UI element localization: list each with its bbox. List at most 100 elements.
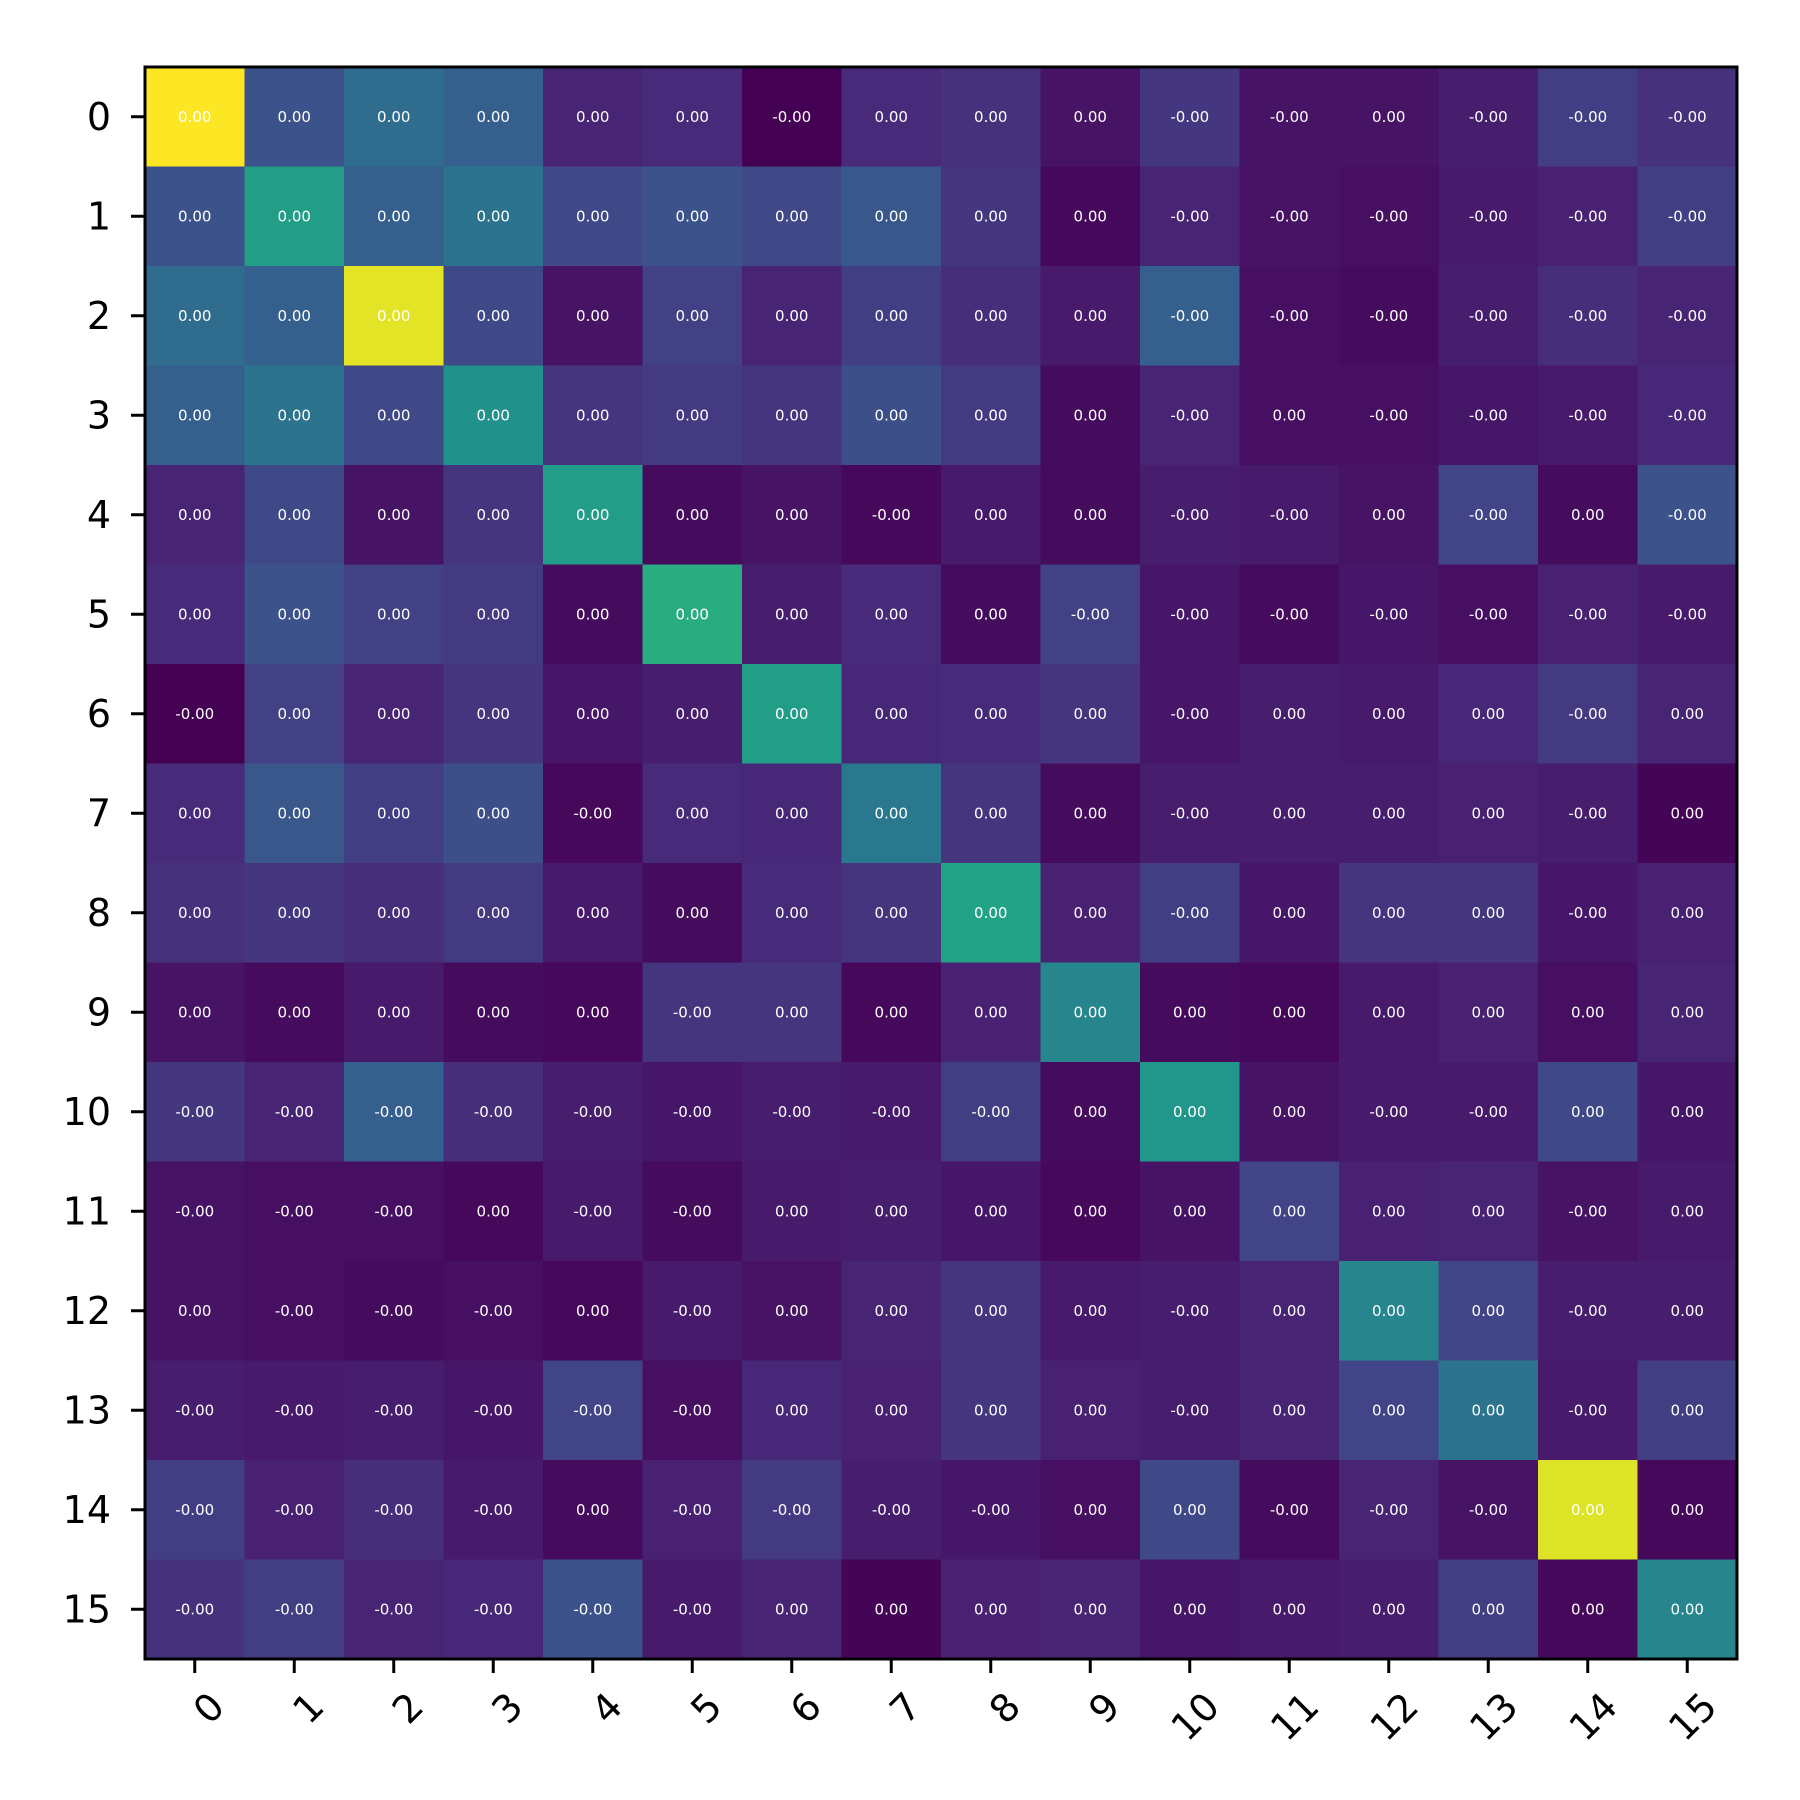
cell-value-label-3-8: 0.00 <box>974 406 1007 424</box>
cell-value-label-6-7: 0.00 <box>875 705 908 723</box>
cell-value-label-8-14: -0.00 <box>1568 904 1607 922</box>
cell-value-label-8-5: 0.00 <box>676 904 709 922</box>
cell-value-label-9-1: 0.00 <box>278 1003 311 1021</box>
heatmap-cell-0-11 <box>1239 67 1340 168</box>
cell-value-label-13-7: 0.00 <box>875 1401 908 1419</box>
cell-value-label-11-9: 0.00 <box>1074 1202 1107 1220</box>
y-tick-label-6: 6 <box>87 692 111 736</box>
heatmap-cell-15-7 <box>841 1559 942 1660</box>
cell-value-label-4-10: -0.00 <box>1170 506 1209 524</box>
heatmap-cell-9-8 <box>941 962 1042 1063</box>
cell-value-label-12-14: -0.00 <box>1568 1302 1607 1320</box>
heatmap-cell-10-10 <box>1140 1062 1241 1163</box>
cell-value-label-14-8: -0.00 <box>971 1501 1010 1519</box>
heatmap-cell-8-8 <box>941 863 1042 964</box>
heatmap-cell-4-12 <box>1339 465 1440 566</box>
y-tick-label-12: 12 <box>63 1289 111 1333</box>
cell-value-label-13-4: -0.00 <box>573 1401 612 1419</box>
heatmap-cell-1-14 <box>1538 166 1639 267</box>
cell-value-label-4-6: 0.00 <box>775 506 808 524</box>
x-tick-label-14: 14 <box>1561 1684 1626 1749</box>
heatmap-cell-1-11 <box>1239 166 1340 267</box>
cell-value-label-0-0: 0.00 <box>178 108 211 126</box>
cell-value-label-13-15: 0.00 <box>1671 1401 1704 1419</box>
cell-value-label-12-10: -0.00 <box>1170 1302 1209 1320</box>
heatmap-cell-10-14 <box>1538 1062 1639 1163</box>
heatmap-cell-14-10 <box>1140 1460 1241 1561</box>
heatmap-cell-7-12 <box>1339 763 1440 864</box>
cell-value-label-12-5: -0.00 <box>673 1302 712 1320</box>
heatmap-cell-7-15 <box>1637 763 1738 864</box>
heatmap-cell-14-12 <box>1339 1460 1440 1561</box>
heatmap-cell-0-0 <box>145 67 246 168</box>
cell-value-label-15-0: -0.00 <box>175 1600 214 1618</box>
heatmap-cell-15-12 <box>1339 1559 1440 1660</box>
y-tick-label-8: 8 <box>87 891 111 935</box>
heatmap-cell-11-7 <box>841 1161 942 1262</box>
heatmap-cell-4-15 <box>1637 465 1738 566</box>
heatmap-cell-9-6 <box>742 962 843 1063</box>
heatmap-cell-7-1 <box>244 763 345 864</box>
heatmap-cell-9-1 <box>244 962 345 1063</box>
cell-value-label-0-14: -0.00 <box>1568 108 1607 126</box>
heatmap-cell-5-13 <box>1438 564 1539 665</box>
heatmap-cell-12-4 <box>543 1261 644 1362</box>
cell-value-label-11-10: 0.00 <box>1173 1202 1206 1220</box>
heatmap-cell-7-0 <box>145 763 246 864</box>
heatmap-cell-11-1 <box>244 1161 345 1262</box>
cell-value-label-5-12: -0.00 <box>1369 605 1408 623</box>
cell-value-label-10-8: -0.00 <box>971 1103 1010 1121</box>
heatmap-cell-0-6 <box>742 67 843 168</box>
heatmap-cell-2-8 <box>941 266 1042 367</box>
heatmap-cell-1-2 <box>344 166 445 267</box>
cell-value-label-13-8: 0.00 <box>974 1401 1007 1419</box>
cell-value-label-2-9: 0.00 <box>1074 307 1107 325</box>
heatmap-cell-1-7 <box>841 166 942 267</box>
heatmap-cell-2-4 <box>543 266 644 367</box>
cell-value-label-2-8: 0.00 <box>974 307 1007 325</box>
heatmap-cell-6-3 <box>443 664 544 765</box>
heatmap-cell-14-5 <box>642 1460 743 1561</box>
cell-value-label-5-4: 0.00 <box>576 605 609 623</box>
cell-value-label-3-0: 0.00 <box>178 406 211 424</box>
heatmap-cell-2-15 <box>1637 266 1738 367</box>
cell-value-label-9-8: 0.00 <box>974 1003 1007 1021</box>
cell-value-label-8-11: 0.00 <box>1273 904 1306 922</box>
cell-value-label-0-6: -0.00 <box>772 108 811 126</box>
heatmap-cell-11-5 <box>642 1161 743 1262</box>
heatmap-cell-3-3 <box>443 365 544 466</box>
heatmap-cell-8-9 <box>1040 863 1141 964</box>
cell-value-label-8-10: -0.00 <box>1170 904 1209 922</box>
heatmap-cell-5-2 <box>344 564 445 665</box>
heatmap-cell-0-3 <box>443 67 544 168</box>
y-tick-label-15: 15 <box>63 1587 111 1631</box>
y-tick-label-5: 5 <box>87 592 111 636</box>
cell-value-label-12-0: 0.00 <box>178 1302 211 1320</box>
heatmap-cell-4-14 <box>1538 465 1639 566</box>
heatmap-cell-10-8 <box>941 1062 1042 1163</box>
cell-value-label-8-3: 0.00 <box>477 904 510 922</box>
x-tick-label-0: 0 <box>185 1684 233 1732</box>
cell-value-label-9-2: 0.00 <box>377 1003 410 1021</box>
heatmap-cell-11-13 <box>1438 1161 1539 1262</box>
cell-value-label-14-10: 0.00 <box>1173 1501 1206 1519</box>
x-tick-label-13: 13 <box>1461 1684 1526 1749</box>
cell-value-label-5-14: -0.00 <box>1568 605 1607 623</box>
cell-value-label-2-15: -0.00 <box>1668 307 1707 325</box>
heatmap-cell-15-9 <box>1040 1559 1141 1660</box>
heatmap-cell-3-13 <box>1438 365 1539 466</box>
cell-value-label-7-9: 0.00 <box>1074 804 1107 822</box>
heatmap-cell-1-5 <box>642 166 743 267</box>
heatmap-cell-6-12 <box>1339 664 1440 765</box>
heatmap-cell-9-10 <box>1140 962 1241 1063</box>
cell-value-label-14-1: -0.00 <box>275 1501 314 1519</box>
heatmap-cell-6-11 <box>1239 664 1340 765</box>
x-axis: 0 1 2 3 4 5 6 7 8 9 10 11 12 13 14 15 <box>185 1659 1725 1749</box>
heatmap-cell-4-10 <box>1140 465 1241 566</box>
y-tick-label-13: 13 <box>63 1388 111 1432</box>
heatmap-cell-2-14 <box>1538 266 1639 367</box>
cell-value-label-0-5: 0.00 <box>676 108 709 126</box>
heatmap-cell-0-13 <box>1438 67 1539 168</box>
heatmap-cell-1-8 <box>941 166 1042 267</box>
